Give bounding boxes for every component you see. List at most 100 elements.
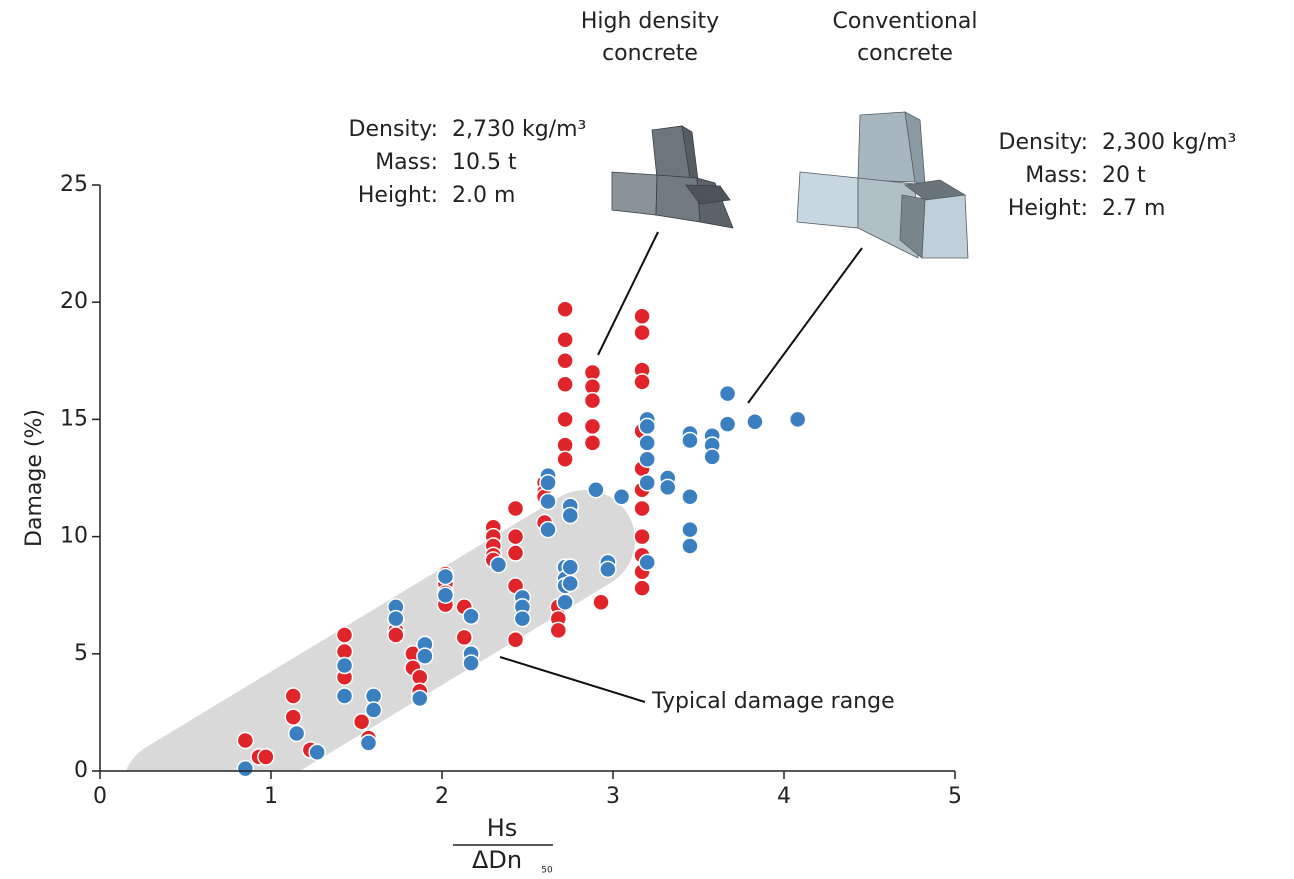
point [364,701,383,719]
annotation-conventional: Conventional concrete [832,9,978,66]
point [506,544,525,562]
point [284,708,302,726]
y-tick-label: 15 [60,406,88,431]
point [658,478,677,497]
point [411,689,429,708]
point [583,434,602,452]
point [681,537,699,555]
point [681,431,699,450]
x-tick-label: 0 [93,784,107,809]
x-label-subscript: 50 [541,866,553,876]
spec-row: Height: 2.7 m [988,192,1236,225]
annotation-high-density: High density concrete [580,9,720,66]
spec-label: Height: [357,183,438,208]
spec-label: Density: [998,130,1088,155]
point [549,621,568,640]
point [556,300,574,318]
y-tick-label: 20 [60,289,88,314]
point [335,687,354,705]
spec-label: Mass: [1025,163,1088,188]
x-tick-label: 4 [777,784,791,809]
point [556,375,574,393]
point [599,560,617,579]
x-tick-label: 5 [948,784,962,809]
spec-value: 2,730 kg/m³ [452,117,587,142]
point [612,488,631,506]
spec-value: 20 t [1102,163,1146,188]
spec-label: Density: [348,117,438,142]
point [352,713,371,731]
point [436,567,455,586]
point [335,656,354,675]
point [556,352,574,370]
y-tick-label: 25 [60,172,88,197]
point [284,687,302,705]
leader-line [597,231,659,356]
point [633,527,651,546]
point [633,323,651,342]
spec-value: 10.5 t [452,150,517,175]
points [236,300,807,778]
point [539,492,557,511]
leader-line [747,247,863,404]
point [506,630,525,649]
point [638,450,656,468]
spec-high-density: Density: 2,730 kg/m³ Mass: 10.5 t Height: … [338,113,587,212]
tetrapod-conventional [796,111,969,259]
point [638,553,656,572]
point [718,415,737,433]
point [681,488,699,506]
spec-value: 2.0 m [452,183,516,208]
point [539,520,557,539]
point [561,574,579,593]
spec-row: Density: 2,730 kg/m³ [338,113,587,146]
point [335,626,354,644]
point [257,748,275,766]
spec-row: Height: 2.0 m [338,179,586,212]
point [556,330,574,349]
x-label-denominator: ΔDn [472,846,522,874]
point [359,734,378,752]
point [703,448,721,466]
point [556,450,574,468]
point [746,412,764,431]
x-tick-label: 1 [264,784,278,809]
point [583,391,602,410]
point [462,654,480,672]
spec-row: Mass: 10.5 t [338,146,586,179]
point [506,499,525,518]
y-tick-label: 10 [60,524,88,549]
point [556,593,574,611]
spec-label: Height: [1007,196,1088,221]
point [539,473,557,492]
point [556,410,574,429]
point [638,434,656,452]
point [561,506,579,525]
point [583,417,602,436]
point [462,607,480,626]
point [387,626,405,644]
point [455,628,473,647]
x-label-numerator: Hs [487,814,518,842]
point [587,480,605,499]
spec-row: Density: 2,300 kg/m³ [988,126,1237,159]
point [561,558,579,576]
point [387,609,405,628]
point [718,384,737,403]
spec-value: 2,300 kg/m³ [1102,130,1237,155]
point [506,527,525,546]
tetrapod-high-density [611,125,734,229]
point [287,724,306,743]
spec-conventional: Density: 2,300 kg/m³ Mass: 20 t Height: 2.… [988,126,1237,225]
x-tick-label: 3 [606,784,620,809]
point [236,759,255,778]
point [681,520,699,539]
point [489,555,508,574]
point [788,410,807,429]
point [633,307,651,326]
point [416,647,434,665]
point [436,586,455,604]
point [633,579,651,597]
point [633,499,651,518]
